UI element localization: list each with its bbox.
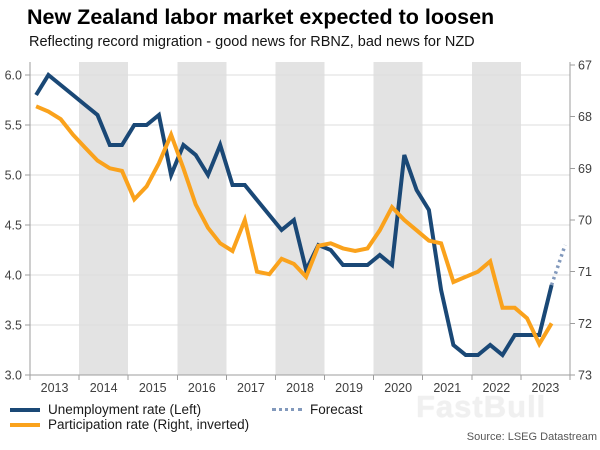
right-axis-label: 71 [578, 265, 592, 279]
left-axis-label: 4.0 [5, 269, 22, 283]
right-axis-label: 73 [578, 369, 592, 383]
left-axis-label: 6.0 [5, 69, 22, 83]
shaded-band-2018 [275, 62, 325, 375]
year-label: 2021 [433, 381, 461, 395]
legend-item-participation: Participation rate (Right, inverted) [10, 417, 249, 432]
fastbull-watermark: FastBull [416, 389, 547, 424]
year-label: 2019 [335, 381, 363, 395]
forecast-line-swatch [272, 408, 302, 411]
year-label: 2017 [237, 381, 265, 395]
chart-title: New Zealand labor market expected to loo… [27, 5, 495, 29]
year-label: 2020 [384, 381, 412, 395]
left-axis-label: 3.5 [5, 319, 22, 333]
year-label: 2018 [286, 381, 314, 395]
left-axis-label: 3.0 [5, 369, 22, 383]
legend-label-unemployment: Unemployment rate (Left) [48, 402, 202, 417]
legend-label-forecast: Forecast [310, 402, 363, 417]
left-axis-label: 5.5 [5, 119, 22, 133]
shaded-band-2022 [471, 62, 521, 375]
year-label: 2022 [482, 381, 510, 395]
right-axis-label: 68 [578, 110, 592, 124]
legend-label-participation: Participation rate (Right, inverted) [48, 417, 250, 432]
year-label: 2023 [532, 381, 560, 395]
legend-item-unemployment: Unemployment rate (Left) [10, 402, 201, 417]
left-axis-label: 4.5 [5, 219, 22, 233]
year-label: 2014 [90, 381, 118, 395]
chart-subtitle: Reflecting record migration - good news … [29, 34, 475, 50]
right-axis-label: 67 [578, 59, 592, 73]
legend-item-forecast: Forecast [272, 402, 363, 417]
year-label: 2013 [41, 381, 69, 395]
right-axis-label: 70 [578, 214, 592, 228]
year-label: 2015 [139, 381, 167, 395]
unemployment-rate-line [34, 72, 554, 358]
right-axis-label: 72 [578, 317, 592, 331]
source-attribution: Source: LSEG Datastream [466, 431, 597, 443]
left-axis-label: 5.0 [5, 169, 22, 183]
right-axis-label: 69 [578, 162, 592, 176]
unemployment-line-swatch [10, 407, 40, 412]
year-label: 2016 [188, 381, 216, 395]
shaded-band-2014 [79, 62, 129, 375]
participation-line-swatch [10, 422, 40, 427]
forecast-line [549, 244, 567, 286]
participation-rate-line [35, 104, 554, 349]
